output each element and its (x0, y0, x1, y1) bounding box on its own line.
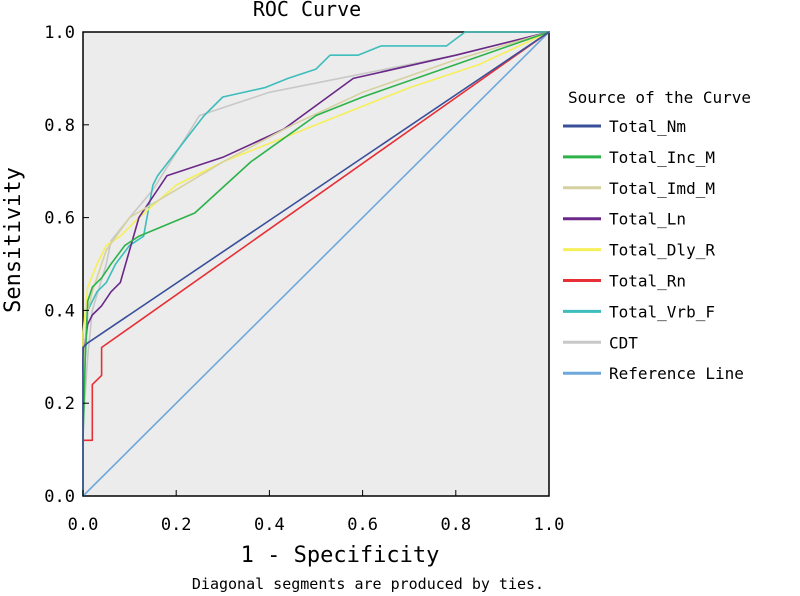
series-line-total-inc-m (82, 31, 550, 496)
y-tick-label: 0.6 (44, 209, 75, 229)
x-tick-label: 0.2 (161, 515, 192, 535)
legend: Total_Nm Total_Inc_M Total_Imd_M Total_Ln To… (563, 117, 744, 383)
legend-label-reference-line: Reference Line (609, 364, 744, 383)
legend-title: Source of the Curve (568, 88, 751, 107)
y-tick-label: 0.4 (44, 301, 75, 321)
legend-label-total-imd-m: Total_Imd_M (609, 179, 715, 198)
series-line-total-nm (82, 31, 550, 496)
legend-label-total-vrb-f: Total_Vrb_F (609, 302, 715, 321)
y-axis-label: Sensitivity (1, 167, 26, 313)
x-tick-label: 0.8 (440, 515, 471, 535)
y-tick-label: 0.0 (44, 487, 75, 507)
y-tick-label: 0.2 (44, 394, 75, 414)
y-tick-label: 1.0 (44, 23, 75, 43)
legend-label-total-ln: Total_Ln (609, 210, 686, 229)
x-axis-label: 1 - Specificity (241, 543, 440, 568)
legend-label-total-nm: Total_Nm (609, 117, 686, 136)
series-line-total-ln (82, 31, 550, 496)
legend-label-cdt: CDT (609, 333, 638, 352)
legend-label-total-rn: Total_Rn (609, 272, 686, 291)
series-line-reference-line (82, 31, 550, 497)
x-tick-label: 0.4 (254, 515, 285, 535)
x-tick-label: 0.6 (347, 515, 378, 535)
footnote: Diagonal segments are produced by ties. (192, 575, 544, 593)
x-tick-label: 1.0 (534, 515, 565, 535)
x-tick-label: 0.0 (68, 515, 99, 535)
series-line-total-vrb-f (82, 31, 549, 496)
legend-label-total-dly-r: Total_Dly_R (609, 241, 715, 260)
legend-label-total-inc-m: Total_Inc_M (609, 148, 715, 167)
y-tick-label: 0.8 (44, 116, 75, 136)
chart-title: ROC Curve (253, 0, 361, 21)
